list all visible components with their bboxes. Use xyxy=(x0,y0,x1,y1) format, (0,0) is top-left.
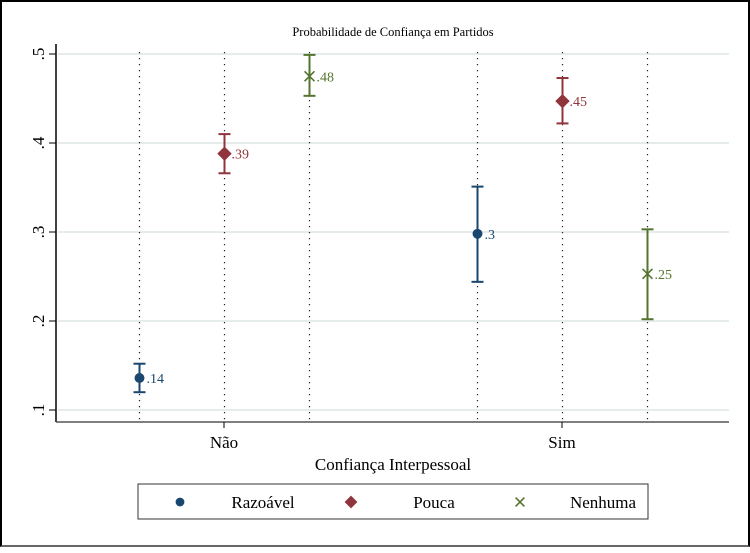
axes xyxy=(55,44,729,423)
series-nenhuma: .48 .25 xyxy=(303,53,673,321)
x-tick-label: Sim xyxy=(548,433,575,452)
x-tick-label: Não xyxy=(210,433,238,452)
legend-item-pouca: Pouca xyxy=(344,493,455,512)
series-pouca: .39 .45 xyxy=(217,77,588,175)
chart-title: Probabilidade de Confiança em Partidos xyxy=(292,25,493,39)
legend-label: Pouca xyxy=(413,493,455,512)
legend-label: Nenhuma xyxy=(570,493,637,512)
gridlines xyxy=(58,53,729,411)
data-point xyxy=(555,93,570,109)
legend-marker-x-icon xyxy=(515,497,525,507)
y-tick-label: .4 xyxy=(29,136,48,149)
y-axis-ticks: .1 .2 .3 .4 .5 xyxy=(29,48,56,417)
data-label: .39 xyxy=(232,148,250,163)
data-point xyxy=(472,228,483,239)
y-tick-label: .5 xyxy=(29,48,48,61)
data-label: .25 xyxy=(655,268,673,283)
data-point xyxy=(303,70,316,82)
data-marks: .14 .3 .39 .45 .48 .25 xyxy=(133,53,673,394)
data-point xyxy=(134,373,145,383)
legend-box xyxy=(137,483,649,520)
dotted-guides xyxy=(138,52,649,420)
legend-item-nenhuma: Nenhuma xyxy=(515,493,637,512)
legend-marker-diamond-icon xyxy=(344,495,358,509)
x-axis-ticks: Não Sim xyxy=(210,422,576,452)
data-point xyxy=(641,268,654,280)
legend-label: Razoável xyxy=(231,493,295,512)
legend-item-razoável: Razoável xyxy=(175,493,295,512)
legend-marker-circle-icon xyxy=(175,497,185,507)
data-label: .45 xyxy=(570,95,588,110)
y-tick-label: .3 xyxy=(29,226,48,239)
x-axis-label: Confiança Interpessoal xyxy=(315,455,472,474)
series-razoável: .14 .3 xyxy=(133,185,496,394)
legend: Razoável Pouca Nenhuma xyxy=(137,483,649,520)
data-label: .48 xyxy=(317,70,335,85)
data-label: .14 xyxy=(147,372,165,387)
y-tick-label: .1 xyxy=(29,404,48,417)
data-label: .3 xyxy=(485,228,496,243)
data-point xyxy=(217,146,232,161)
y-tick-label: .2 xyxy=(29,315,48,328)
